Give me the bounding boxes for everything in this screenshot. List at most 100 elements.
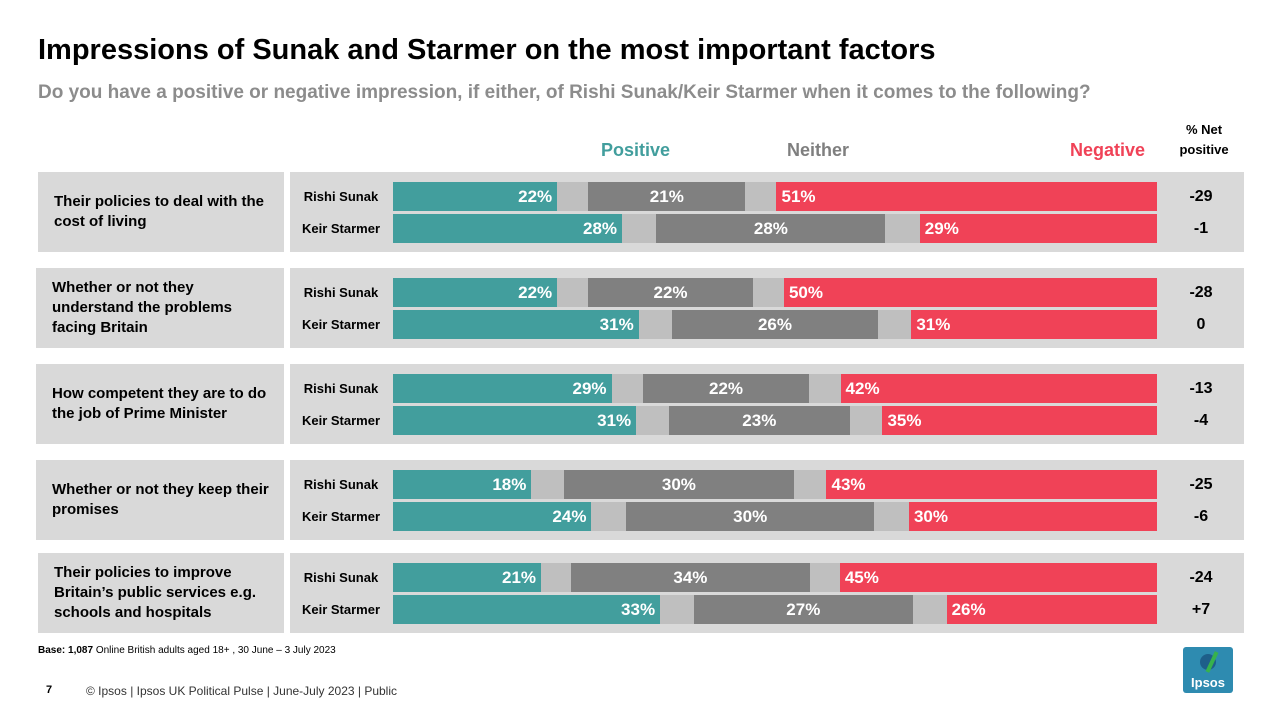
data-label-positive: 22% <box>518 283 553 302</box>
data-label-neither: 30% <box>661 475 696 494</box>
category-label-panel: Their policies to deal with the cost of … <box>38 172 284 252</box>
bar-gap-segment <box>660 595 695 624</box>
bar-segment-negative <box>919 214 1157 243</box>
row-name-label: Keir Starmer <box>301 602 381 617</box>
category-label: Whether or not they keep their promises <box>52 481 269 518</box>
bar-segment-negative <box>783 278 1157 307</box>
bar-segment-negative <box>911 310 1157 339</box>
data-label-positive: 31% <box>599 315 634 334</box>
stacked-bar: 31% 23% 35% <box>393 406 1157 435</box>
row-name-label: Rishi Sunak <box>303 189 379 204</box>
bar-gap-segment <box>878 310 912 339</box>
row-name-label: Rishi Sunak <box>303 381 379 396</box>
row-name-label: Keir Starmer <box>301 221 381 236</box>
bar-gap-segment <box>752 278 784 307</box>
bar-segment-positive <box>393 374 612 403</box>
category-label-panel: Whether or not they understand the probl… <box>36 268 284 348</box>
legend-positive: Positive <box>601 140 671 160</box>
logo-text: Ipsos <box>1191 675 1225 690</box>
bar-segment-negative <box>946 595 1157 624</box>
base-value: 1,087 <box>68 645 94 656</box>
bar-gap-segment <box>541 563 571 592</box>
bar-gap-segment <box>638 310 672 339</box>
data-label-positive: 18% <box>492 475 527 494</box>
data-label-neither: 22% <box>709 379 744 398</box>
row-name-label: Rishi Sunak <box>303 285 379 300</box>
category-label: Their policies to improve Britain’s publ… <box>54 564 257 621</box>
bar-segment-neither <box>656 214 886 243</box>
net-positive-value: -28 <box>1189 284 1213 301</box>
data-label-neither: 34% <box>673 568 708 587</box>
bar-segment-neither <box>694 595 913 624</box>
bar-gap-segment <box>557 182 589 211</box>
bar-segment-neither <box>626 502 875 531</box>
bar-segment-negative <box>840 374 1157 403</box>
bar-gap-segment <box>912 595 947 624</box>
stacked-bar: 22% 22% 50% <box>393 278 1157 307</box>
stacked-bar: 31% 26% 31% <box>393 310 1157 339</box>
bar-segment-positive <box>393 214 623 243</box>
base-text: Online British adults aged 18+ , 30 June… <box>95 645 336 656</box>
category-label-panel: How competent they are to do the job of … <box>36 364 284 444</box>
data-label-negative: 42% <box>845 379 880 398</box>
data-label-neither: 26% <box>757 315 792 334</box>
category-label: How competent they are to do the job of … <box>52 385 267 422</box>
legend-neither: Neither <box>787 140 850 160</box>
data-label-negative: 45% <box>844 568 879 587</box>
net-positive-header: % Net positive <box>1168 120 1240 160</box>
data-label-neither: 22% <box>653 283 688 302</box>
footer-text: © Ipsos | Ipsos UK Political Pulse | Jun… <box>86 684 398 698</box>
data-label-negative: 35% <box>887 411 922 430</box>
net-positive-value: -25 <box>1189 476 1213 493</box>
bar-gap-segment <box>794 470 827 499</box>
bar-segment-neither <box>588 182 746 211</box>
bar-segment-positive <box>393 563 541 592</box>
row-name-label: Rishi Sunak <box>303 570 379 585</box>
data-label-negative: 50% <box>788 283 823 302</box>
ipsos-logo: Ipsos <box>1183 647 1233 693</box>
data-label-neither: 30% <box>733 507 768 526</box>
data-label-positive: 28% <box>583 219 618 238</box>
bar-gap-segment <box>745 182 777 211</box>
stacked-bar: 33% 27% 26% <box>393 595 1157 624</box>
net-positive-value: -1 <box>1193 220 1209 237</box>
net-positive-value: -24 <box>1189 569 1213 586</box>
data-label-neither: 28% <box>753 219 788 238</box>
bar-gap-segment <box>557 278 589 307</box>
data-label-negative: 26% <box>951 600 986 619</box>
stacked-bar: 22% 21% 51% <box>393 182 1157 211</box>
category-label: Whether or not they understand the probl… <box>52 279 233 336</box>
net-positive-value: -6 <box>1193 508 1209 525</box>
bar-gap-segment <box>636 406 670 435</box>
data-label-positive: 24% <box>552 507 587 526</box>
bar-segment-neither <box>570 563 811 592</box>
bar-segment-neither <box>588 278 753 307</box>
stacked-bar: 29% 22% 42% <box>393 374 1157 403</box>
bar-gap-segment <box>591 502 627 531</box>
bar-gap-segment <box>849 406 883 435</box>
bar-segment-negative <box>908 502 1157 531</box>
bar-segment-negative <box>776 182 1157 211</box>
bar-gap-segment <box>808 374 841 403</box>
bar-segment-positive <box>393 310 639 339</box>
data-label-neither: 27% <box>786 600 821 619</box>
bar-gap-segment <box>611 374 644 403</box>
category-label-panel: Whether or not they keep their promises <box>36 460 284 540</box>
data-label-negative: 30% <box>913 507 948 526</box>
legend-negative: Negative <box>1070 140 1146 160</box>
base-label: Base: <box>38 645 66 656</box>
data-label-neither: 23% <box>742 411 777 430</box>
data-label-positive: 21% <box>501 568 537 587</box>
data-label-positive: 29% <box>572 379 607 398</box>
data-label-negative: 43% <box>831 475 866 494</box>
net-positive-value: 0 <box>1196 316 1206 333</box>
bar-segment-neither <box>671 310 879 339</box>
bar-segment-positive <box>393 182 558 211</box>
net-positive-value: +7 <box>1191 601 1211 618</box>
bar-segment-negative <box>882 406 1157 435</box>
bar-segment-neither <box>643 374 809 403</box>
bar-segment-negative <box>839 563 1157 592</box>
data-label-positive: 31% <box>597 411 632 430</box>
data-label-positive: 33% <box>621 600 656 619</box>
row-name-label: Rishi Sunak <box>303 477 379 492</box>
